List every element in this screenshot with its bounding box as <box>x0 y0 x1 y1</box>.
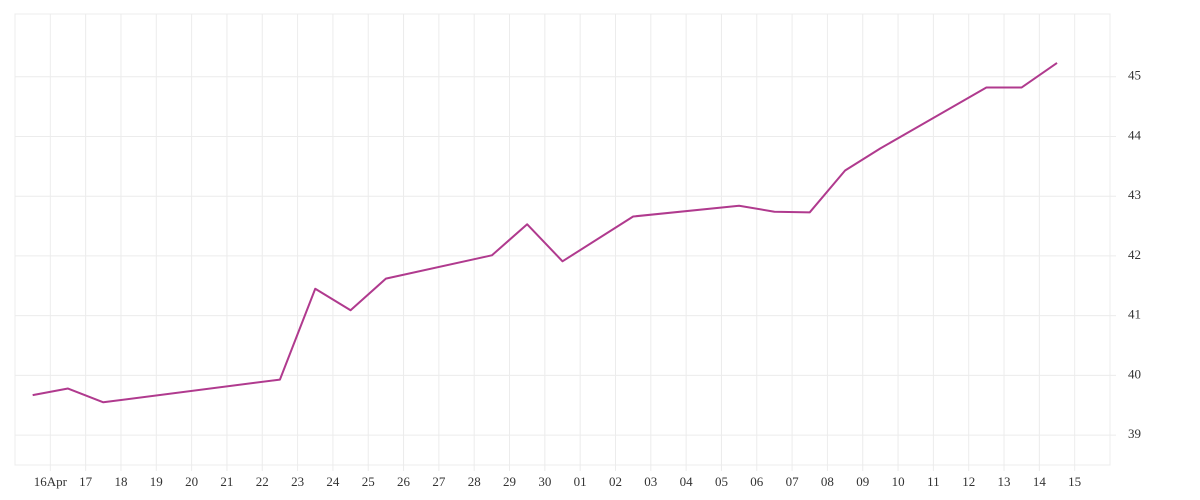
x-tick-label: 09 <box>856 474 869 489</box>
x-tick-label: 01 <box>574 474 587 489</box>
x-tick-label: 07 <box>786 474 800 489</box>
x-tick-label: 15 <box>1068 474 1081 489</box>
x-tick-label: 30 <box>538 474 551 489</box>
x-tick-label: 12 <box>962 474 975 489</box>
y-tick-label: 44 <box>1128 127 1142 142</box>
x-tick-label: 04 <box>680 474 694 489</box>
plot-area <box>14 13 1111 466</box>
y-tick-label: 39 <box>1128 426 1141 441</box>
x-tick-label: 20 <box>185 474 198 489</box>
x-tick-label: 08 <box>821 474 834 489</box>
x-tick-label: 11 <box>927 474 940 489</box>
x-tick-label: 06 <box>750 474 764 489</box>
x-tick-label: 03 <box>644 474 657 489</box>
x-tick-label: 02 <box>609 474 622 489</box>
x-tick-label: 22 <box>256 474 269 489</box>
y-tick-label: 41 <box>1128 307 1141 322</box>
x-tick-label: 10 <box>892 474 905 489</box>
y-tick-label: 43 <box>1128 187 1141 202</box>
x-tick-label: 19 <box>150 474 163 489</box>
x-tick-label: 05 <box>715 474 728 489</box>
x-tick-label: 23 <box>291 474 304 489</box>
x-tick-label: 14 <box>1033 474 1047 489</box>
x-tick-label: 25 <box>362 474 375 489</box>
x-tick-label: 21 <box>220 474 233 489</box>
x-tick-label: 29 <box>503 474 516 489</box>
x-tick-label: 13 <box>998 474 1011 489</box>
x-tick-label: 26 <box>397 474 411 489</box>
x-tick-label: 28 <box>468 474 481 489</box>
x-tick-label: 16Apr <box>34 474 68 489</box>
y-tick-label: 42 <box>1128 247 1141 262</box>
series-line <box>32 62 1058 404</box>
y-tick-label: 40 <box>1128 366 1141 381</box>
x-tick-label: 24 <box>326 474 340 489</box>
y-tick-label: 45 <box>1128 68 1141 83</box>
x-tick-label: 18 <box>114 474 127 489</box>
x-tick-label: 17 <box>79 474 93 489</box>
x-tick-label: 27 <box>432 474 446 489</box>
